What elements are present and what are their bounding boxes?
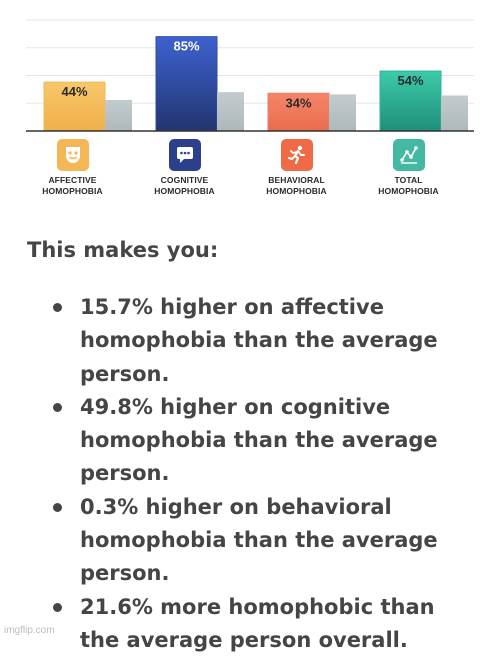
data-label-behavioral: 34% bbox=[285, 95, 311, 110]
list-item: 49.8% higher on cognitive homophobia tha… bbox=[0, 391, 500, 491]
line-graph-icon bbox=[392, 139, 425, 171]
bullet-icon bbox=[53, 602, 62, 612]
category-label-affective: AFFECTIVE HOMOPHOBIA bbox=[42, 175, 103, 196]
bar-average-affective bbox=[105, 99, 132, 131]
imgflip-watermark: imgflip.com bbox=[4, 625, 55, 636]
category-label-cognitive: COGNITIVE HOMOPHOBIA bbox=[154, 175, 215, 196]
theater-mask-icon bbox=[56, 139, 89, 171]
list-item-text: 0.3% higher on behavioral homophobia tha… bbox=[80, 494, 438, 586]
list-item: 15.7% higher on affective homophobia tha… bbox=[0, 291, 500, 391]
bar-average-total bbox=[441, 95, 468, 131]
results-list: 15.7% higher on affective homophobia tha… bbox=[0, 291, 500, 657]
list-item: 21.6% more homophobic than the average p… bbox=[0, 591, 500, 657]
speech-bubble-icon bbox=[168, 139, 201, 171]
bar-average-behavioral bbox=[329, 94, 356, 131]
list-item-text: 21.6% more homophobic than the average p… bbox=[80, 594, 435, 652]
bullet-icon bbox=[53, 502, 62, 512]
bar-chart: 44% 85% 34% 54% bbox=[0, 0, 500, 210]
bullet-icon bbox=[53, 303, 62, 312]
data-label-cognitive: 85% bbox=[173, 39, 199, 54]
category-label-behavioral: BEHAVIORAL HOMOPHOBIA bbox=[266, 175, 327, 196]
bar-affective bbox=[43, 81, 106, 132]
bar-cognitive bbox=[155, 36, 218, 132]
bullet-icon bbox=[53, 402, 62, 412]
list-item-text: 15.7% higher on affective homophobia tha… bbox=[80, 295, 438, 386]
list-item: 0.3% higher on behavioral homophobia tha… bbox=[0, 491, 500, 591]
list-item-text: 49.8% higher on cognitive homophobia tha… bbox=[80, 394, 438, 486]
bar-chart-plot: 44% 85% 34% 54% bbox=[26, 19, 474, 132]
bar-average-cognitive bbox=[217, 92, 244, 131]
results-heading: This makes you: bbox=[27, 238, 219, 262]
category-label-total: TOTAL HOMOPHOBIA bbox=[378, 175, 439, 196]
data-label-total: 54% bbox=[397, 73, 423, 88]
data-labels: 44% 85% 34% 54% bbox=[61, 39, 423, 111]
data-label-affective: 44% bbox=[61, 84, 87, 99]
running-person-icon bbox=[280, 139, 313, 171]
